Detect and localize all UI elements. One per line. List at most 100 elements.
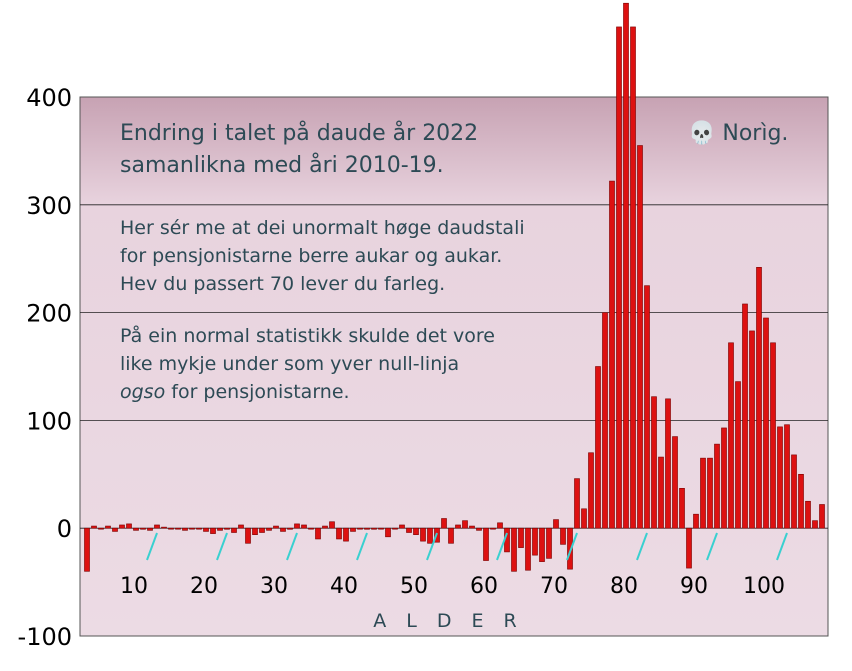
bar (119, 524, 125, 529)
bar (819, 504, 825, 529)
bar (161, 526, 167, 529)
bar (476, 527, 482, 531)
plot-area (79, 96, 829, 637)
bar (189, 527, 195, 530)
bar (623, 2, 629, 529)
bar (714, 443, 720, 529)
note-line: ogso for pensjonistarne. (120, 381, 350, 403)
bar (420, 527, 426, 542)
note-line: for pensjonistarne berre aukar og aukar. (120, 245, 502, 267)
bar (455, 524, 461, 529)
bar (749, 330, 755, 529)
bar (672, 436, 678, 529)
bar (98, 527, 104, 530)
bar (378, 527, 384, 530)
bar (343, 527, 349, 542)
bar (707, 457, 713, 529)
bar (413, 527, 419, 535)
bar (721, 427, 727, 529)
bar (700, 457, 706, 529)
x-tick-label: 90 (680, 574, 708, 599)
bar (203, 527, 209, 532)
bar (105, 525, 111, 529)
x-tick-mark (566, 532, 578, 561)
x-tick-mark (286, 532, 298, 561)
bar (490, 527, 496, 530)
bar (399, 524, 405, 529)
bar (364, 527, 370, 530)
bar (175, 527, 181, 530)
x-tick-mark (146, 532, 158, 561)
bar (518, 527, 524, 548)
y-tick-label: 400 (26, 84, 72, 112)
bar (196, 527, 202, 530)
x-tick-mark (426, 532, 438, 561)
bar (210, 527, 216, 534)
bar (630, 26, 636, 529)
bar (728, 342, 734, 529)
y-tick-label: 300 (26, 192, 72, 220)
bar (469, 525, 475, 529)
bar (406, 527, 412, 533)
x-tick-mark (636, 532, 648, 561)
bar (91, 525, 97, 529)
bar (294, 523, 300, 529)
bar (329, 521, 335, 529)
bar (245, 527, 251, 544)
note-line: like mykje under som yver null-linja (120, 353, 459, 375)
bar (308, 527, 314, 530)
bar (532, 527, 538, 556)
y-tick-label: -100 (18, 623, 72, 651)
bar (385, 527, 391, 538)
bar (756, 267, 762, 529)
x-tick-mark (216, 532, 228, 561)
title-line: Endring i talet på daude år 2022 (120, 120, 478, 146)
bar (735, 381, 741, 529)
bar (798, 473, 804, 529)
x-tick-label: 70 (540, 574, 568, 599)
bar (770, 342, 776, 529)
bar (140, 527, 146, 530)
bar (84, 527, 90, 572)
bar (742, 303, 748, 529)
x-tick-label: 60 (470, 574, 498, 599)
bar (546, 527, 552, 559)
bar (525, 527, 531, 571)
bar (350, 527, 356, 532)
bar (462, 520, 468, 529)
bar (252, 527, 258, 535)
bar (658, 456, 664, 529)
bar (574, 478, 580, 529)
x-tick-label: 40 (330, 574, 358, 599)
y-tick-label: 100 (26, 407, 72, 435)
bar (609, 180, 615, 529)
bar (812, 520, 818, 529)
bar (644, 285, 650, 529)
bar (686, 527, 692, 569)
bar (301, 524, 307, 529)
bar (679, 488, 685, 529)
bar (168, 527, 174, 530)
title-line: samanlikna med åri 2010-19. (120, 152, 444, 178)
x-axis-label: ALDER (373, 610, 536, 632)
bar (266, 527, 272, 531)
bars (84, 2, 825, 572)
x-tick-mark (776, 532, 788, 561)
x-tick-mark (356, 532, 368, 561)
x-tick-label: 80 (610, 574, 638, 599)
bar (567, 527, 573, 570)
bar (595, 366, 601, 529)
x-tick-label: 50 (400, 574, 428, 599)
bar (112, 527, 118, 532)
bar (371, 527, 377, 530)
x-tick-label: 100 (743, 574, 785, 599)
bar (231, 527, 237, 533)
bar (273, 525, 279, 529)
bar (336, 527, 342, 540)
bar (637, 145, 643, 529)
bar (357, 527, 363, 530)
bar (581, 508, 587, 529)
bar (602, 312, 608, 529)
